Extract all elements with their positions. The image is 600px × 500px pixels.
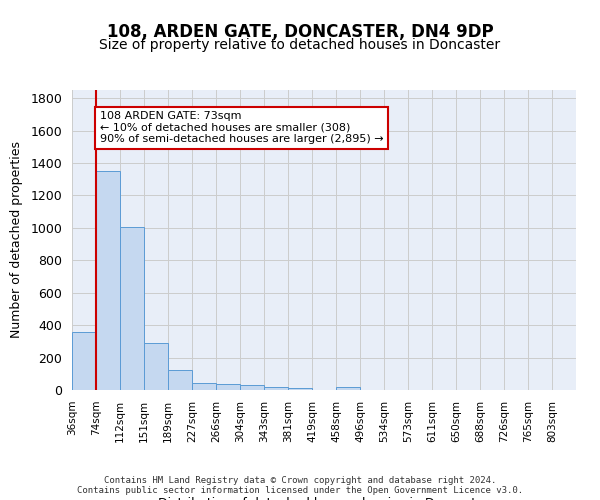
Text: Contains HM Land Registry data © Crown copyright and database right 2024.
Contai: Contains HM Land Registry data © Crown c… <box>77 476 523 495</box>
Bar <box>192 383 216 390</box>
Bar <box>264 387 288 390</box>
Bar <box>96 171 120 390</box>
Text: Size of property relative to detached houses in Doncaster: Size of property relative to detached ho… <box>100 38 500 52</box>
Text: 108 ARDEN GATE: 73sqm
← 10% of detached houses are smaller (308)
90% of semi-det: 108 ARDEN GATE: 73sqm ← 10% of detached … <box>100 111 383 144</box>
Bar <box>144 343 168 390</box>
Bar <box>168 370 192 390</box>
Y-axis label: Number of detached properties: Number of detached properties <box>10 142 23 338</box>
Text: 108, ARDEN GATE, DONCASTER, DN4 9DP: 108, ARDEN GATE, DONCASTER, DN4 9DP <box>107 22 493 40</box>
X-axis label: Distribution of detached houses by size in Doncaster: Distribution of detached houses by size … <box>158 498 490 500</box>
Bar <box>216 384 240 390</box>
Bar <box>72 332 96 390</box>
Bar <box>336 387 360 390</box>
Bar <box>288 388 312 390</box>
Bar <box>240 386 264 390</box>
Bar <box>120 227 144 390</box>
